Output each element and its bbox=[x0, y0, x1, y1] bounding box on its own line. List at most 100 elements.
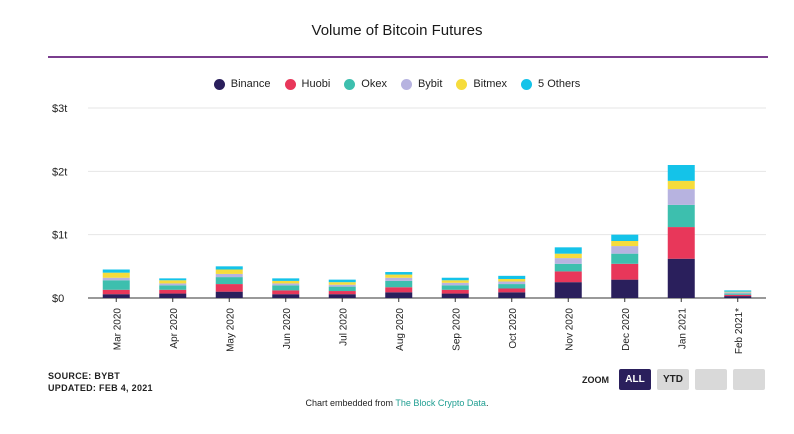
bar-segment bbox=[611, 246, 639, 254]
bar-segment bbox=[159, 280, 187, 284]
bar-segment bbox=[498, 275, 526, 279]
bar-segment bbox=[554, 258, 582, 264]
bar-segment bbox=[215, 291, 243, 298]
embed-prefix: Chart embedded from bbox=[305, 398, 396, 408]
bar-segment bbox=[102, 272, 130, 278]
bar-segment bbox=[667, 165, 695, 181]
zoom-range-button-1[interactable] bbox=[695, 369, 727, 390]
bar-segment bbox=[441, 280, 469, 283]
bar-segment bbox=[385, 272, 413, 275]
bar-segment bbox=[328, 294, 356, 298]
bar-segment bbox=[159, 293, 187, 298]
source-line: SOURCE: BYBT bbox=[48, 371, 121, 381]
legend-item[interactable]: 5 Others bbox=[521, 78, 580, 90]
bar-segment bbox=[441, 289, 469, 294]
legend-item[interactable]: Okex bbox=[344, 78, 387, 90]
bar-segment bbox=[272, 290, 300, 295]
bar-segment bbox=[498, 284, 526, 289]
x-tick-label: Dec 2020 bbox=[621, 308, 632, 351]
bar-segment bbox=[272, 285, 300, 291]
legend-swatch bbox=[284, 78, 296, 90]
bar-segment bbox=[498, 281, 526, 285]
bar-segment bbox=[159, 289, 187, 294]
bar-segment bbox=[724, 290, 752, 292]
legend-item[interactable]: Bybit bbox=[400, 78, 443, 90]
title-divider bbox=[48, 56, 768, 58]
bar-segment bbox=[724, 294, 752, 297]
bar-segment bbox=[554, 247, 582, 254]
zoom-label: ZOOM bbox=[582, 374, 609, 385]
embed-link[interactable]: The Block Crypto Data bbox=[395, 398, 486, 408]
bar-segment bbox=[102, 280, 130, 290]
chart-legend: Binance Huobi Okex Bybit Bitmex 5 Others bbox=[0, 78, 794, 90]
bar-segment bbox=[328, 286, 356, 292]
x-tick-label: Sep 2020 bbox=[451, 308, 462, 351]
zoom-ytd-button[interactable]: YTD bbox=[657, 369, 689, 390]
bar-segment bbox=[102, 277, 130, 281]
y-tick-label: $1t bbox=[52, 230, 67, 242]
bar-segment bbox=[441, 285, 469, 290]
x-tick-label: May 2020 bbox=[225, 308, 236, 352]
bar-segment bbox=[159, 283, 187, 286]
bar-segment bbox=[385, 280, 413, 288]
embed-note: Chart embedded from The Block Crypto Dat… bbox=[0, 398, 794, 408]
bar-segment bbox=[159, 285, 187, 290]
bar-segment bbox=[272, 283, 300, 286]
legend-item[interactable]: Huobi bbox=[284, 78, 331, 90]
updated-line: UPDATED: FEB 4, 2021 bbox=[48, 383, 153, 393]
bar-segment bbox=[441, 293, 469, 298]
bar-segment bbox=[611, 279, 639, 298]
legend-label: Bybit bbox=[417, 78, 443, 90]
bar-segment bbox=[215, 269, 243, 274]
zoom-all-button[interactable]: ALL bbox=[619, 369, 651, 390]
x-tick-label: Aug 2020 bbox=[395, 308, 406, 351]
bar-segment bbox=[724, 292, 752, 294]
legend-label: Bitmex bbox=[473, 78, 508, 90]
bar-segment bbox=[328, 291, 356, 295]
bar-segment bbox=[385, 277, 413, 281]
embed-suffix: . bbox=[485, 398, 489, 408]
bar-segment bbox=[498, 279, 526, 282]
legend-item[interactable]: Binance bbox=[213, 78, 271, 90]
zoom-controls: ZOOM ALL YTD bbox=[582, 369, 765, 390]
x-tick-label: Oct 2020 bbox=[508, 308, 519, 349]
bar-segment bbox=[328, 284, 356, 287]
bar-segment bbox=[385, 292, 413, 298]
bar-segment bbox=[441, 277, 469, 281]
bar-segment bbox=[272, 278, 300, 281]
bar-segment bbox=[667, 204, 695, 228]
bar-segment bbox=[102, 269, 130, 273]
zoom-range-button-2[interactable] bbox=[733, 369, 765, 390]
legend-label: Okex bbox=[361, 78, 387, 90]
bar-segment bbox=[498, 288, 526, 293]
bar-segment bbox=[554, 263, 582, 272]
bar-segment bbox=[724, 291, 752, 293]
bar-segment bbox=[159, 278, 187, 281]
bar-segment bbox=[724, 293, 752, 295]
legend-item[interactable]: Bitmex bbox=[456, 78, 507, 90]
bar-segment bbox=[724, 296, 752, 298]
legend-label: Binance bbox=[230, 78, 271, 90]
bar-segment bbox=[611, 253, 639, 264]
legend-swatch bbox=[213, 78, 225, 90]
legend-swatch bbox=[344, 78, 356, 90]
legend-label: Huobi bbox=[301, 78, 331, 90]
x-tick-label: Nov 2020 bbox=[564, 308, 575, 351]
legend-swatch bbox=[521, 78, 533, 90]
bar-segment bbox=[667, 189, 695, 205]
x-tick-label: Feb 2021* bbox=[734, 308, 745, 354]
bar-segment bbox=[385, 274, 413, 278]
bar-segment bbox=[215, 273, 243, 278]
bar-segment bbox=[272, 280, 300, 284]
bar-segment bbox=[667, 258, 695, 298]
bar-segment bbox=[611, 241, 639, 247]
bar-segment bbox=[554, 253, 582, 259]
bar-segment bbox=[667, 227, 695, 259]
x-tick-label: Jul 2020 bbox=[338, 308, 349, 346]
y-tick-label: $0 bbox=[52, 293, 64, 305]
y-tick-label: $2t bbox=[52, 166, 67, 178]
source-note: SOURCE: BYBT UPDATED: FEB 4, 2021 bbox=[48, 370, 153, 394]
x-tick-label: Apr 2020 bbox=[169, 308, 180, 349]
bar-segment bbox=[215, 277, 243, 285]
bar-segment bbox=[102, 289, 130, 295]
